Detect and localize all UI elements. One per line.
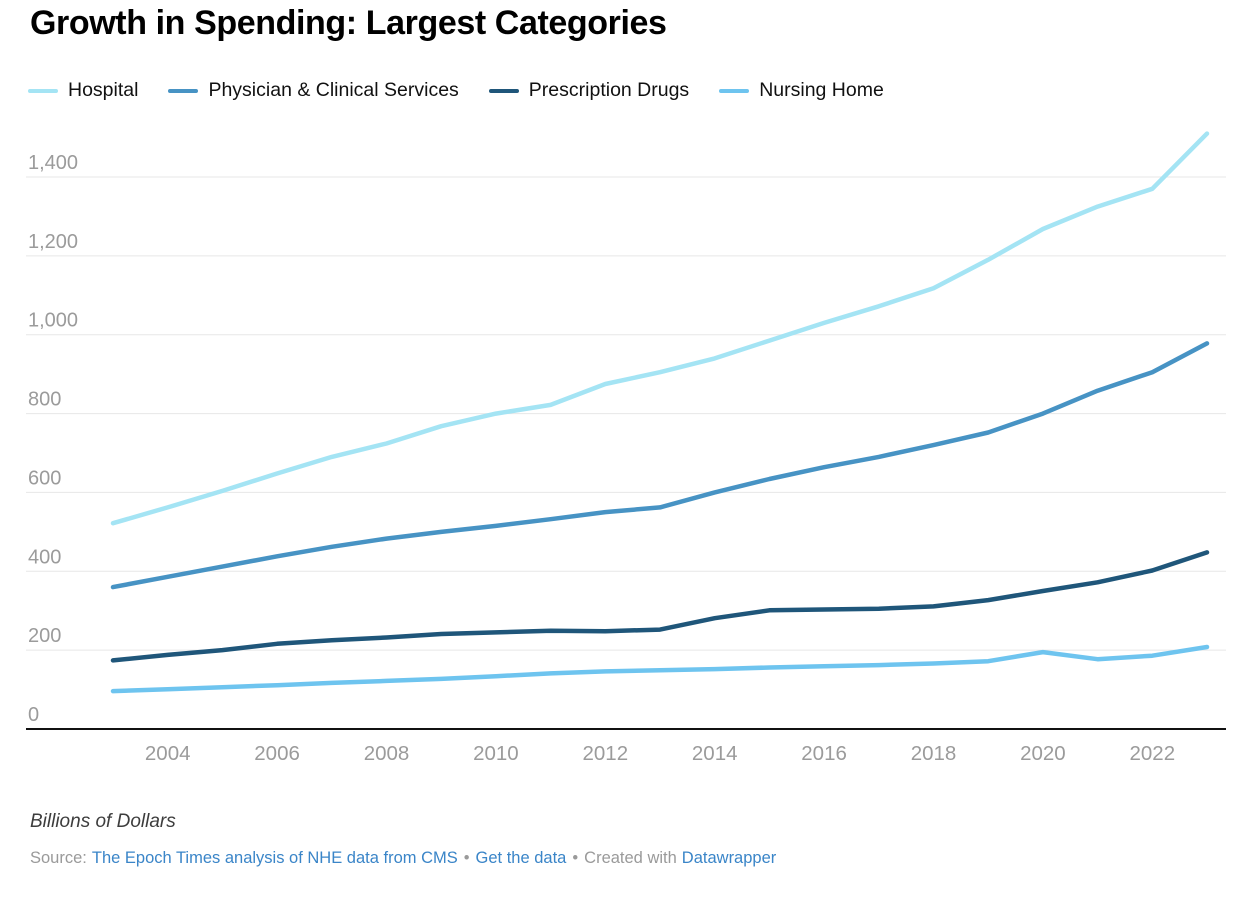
x-tick-label: 2004 <box>145 742 191 765</box>
created-with-label: Created with <box>584 849 677 867</box>
datawrapper-link[interactable]: Datawrapper <box>681 849 777 867</box>
separator-dot: • <box>463 849 470 867</box>
get-the-data-link[interactable]: Get the data <box>475 849 567 867</box>
y-tick-label: 1,400 <box>28 152 78 174</box>
x-tick-label: 2006 <box>254 742 300 765</box>
legend-swatch-line-icon <box>28 88 58 93</box>
legend-item: Prescription Drugs <box>488 79 690 102</box>
legend-item: Hospital <box>28 79 138 102</box>
y-tick-label: 800 <box>28 389 61 411</box>
legend-label: Prescription Drugs <box>528 79 690 101</box>
legend-item: Physician & Clinical Services <box>168 79 459 102</box>
legend-item: Nursing Home <box>719 79 884 102</box>
spending-line-chart: 0 200 400 600 800 1,000 1,200 1,400 2004 2006 2008… <box>26 131 1226 765</box>
y-tick-label: 600 <box>28 467 61 489</box>
x-tick-label: 2010 <box>473 742 519 765</box>
x-tick-label: 2008 <box>364 742 410 765</box>
separator-dot: • <box>572 849 579 867</box>
x-tick-label: 2018 <box>911 742 957 765</box>
y-tick-label: 400 <box>28 546 61 568</box>
page-title: Growth in Spending: Largest Categories <box>30 4 667 42</box>
legend-swatch-line-icon <box>719 88 750 93</box>
x-tick-label: 2012 <box>582 742 628 765</box>
line-physician-clinical-services <box>110 341 1210 590</box>
x-tick-label: 2022 <box>1129 742 1175 765</box>
y-tick-label: 200 <box>28 625 61 647</box>
x-tick-label: 2014 <box>692 742 738 765</box>
legend-label: Hospital <box>68 79 139 101</box>
line-hospital <box>110 131 1210 526</box>
source-link[interactable]: The Epoch Times analysis of NHE data fro… <box>91 849 458 867</box>
line-prescription-drugs <box>110 550 1210 663</box>
line-nursing-home <box>110 644 1210 694</box>
x-tick-label: 2016 <box>801 742 847 765</box>
y-tick-label: 1,000 <box>28 310 78 332</box>
x-tick-label: 2020 <box>1020 742 1066 765</box>
source-line: Source: The Epoch Times analysis of NHE d… <box>30 849 776 868</box>
y-tick-label: 0 <box>28 704 39 726</box>
axis-unit-note: Billions of Dollars <box>30 811 176 832</box>
y-tick-label: 1,200 <box>28 231 78 253</box>
source-prefix: Source: <box>30 849 87 867</box>
legend-swatch-line-icon <box>488 88 519 93</box>
legend-label: Physician & Clinical Services <box>208 79 459 101</box>
legend-label: Nursing Home <box>759 79 884 101</box>
legend-swatch-line-icon <box>168 88 199 93</box>
chart-legend: Hospital Physician & Clinical Services Pre… <box>28 79 884 102</box>
